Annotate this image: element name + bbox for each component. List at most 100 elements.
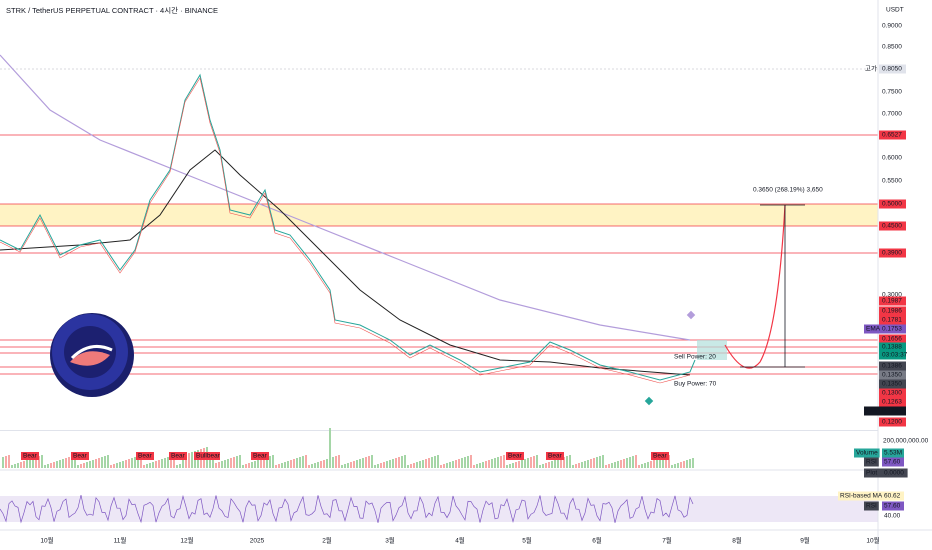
volume-bar bbox=[527, 458, 529, 468]
volume-bar bbox=[47, 464, 49, 468]
volume-bar bbox=[269, 456, 271, 468]
volume-bar bbox=[467, 456, 469, 468]
volume-bar bbox=[560, 458, 562, 468]
volume-bar bbox=[305, 455, 307, 468]
volume-bar bbox=[590, 459, 592, 468]
volume-bar bbox=[173, 455, 175, 468]
volume-bar bbox=[500, 456, 502, 468]
volume-bar bbox=[530, 457, 532, 468]
bear-label: Bear bbox=[653, 453, 668, 460]
volume-bar bbox=[506, 465, 508, 468]
volume-bar bbox=[470, 455, 472, 468]
volume-bars bbox=[2, 428, 694, 468]
volume-bar bbox=[362, 458, 364, 468]
volume-bar bbox=[491, 459, 493, 468]
price-label: 0.1350 bbox=[882, 372, 902, 379]
price-label: 0.1388 bbox=[882, 344, 902, 351]
volume-bar bbox=[260, 459, 262, 468]
volume-bar bbox=[380, 463, 382, 468]
symbol-title: STRK / TetherUS PERPETUAL CONTRACT · 4시간… bbox=[6, 5, 218, 15]
volume-bar bbox=[308, 465, 310, 468]
volume-bar bbox=[329, 428, 331, 468]
volume-bar bbox=[680, 462, 682, 468]
time-label: 5월 bbox=[522, 536, 532, 545]
bear-label: Bear bbox=[23, 453, 38, 460]
volume-bar bbox=[245, 464, 247, 468]
volume-bar bbox=[626, 458, 628, 468]
volume-bar bbox=[392, 459, 394, 468]
volume-bar bbox=[14, 464, 16, 468]
volume-bar bbox=[428, 458, 430, 468]
volume-bar bbox=[68, 457, 70, 468]
indicator-badge bbox=[882, 501, 904, 511]
price-label: 0.1781 bbox=[882, 317, 902, 324]
volume-bar bbox=[53, 462, 55, 468]
bear-badge bbox=[71, 452, 89, 460]
volume-bar bbox=[578, 463, 580, 468]
volume-bar bbox=[410, 464, 412, 468]
volume-bar bbox=[665, 456, 667, 468]
price-label: 0.6527 bbox=[882, 132, 902, 139]
ema-tag: EMA bbox=[866, 408, 881, 415]
bear-label: Bear bbox=[253, 453, 268, 460]
price-wicks bbox=[0, 77, 691, 384]
price-badge bbox=[879, 350, 906, 360]
indicator-label: Volume bbox=[856, 450, 878, 457]
volume-bar bbox=[668, 455, 670, 468]
price-badge bbox=[879, 406, 906, 416]
volume-bar bbox=[368, 456, 370, 468]
price-badge bbox=[879, 306, 906, 316]
volume-bar bbox=[248, 463, 250, 468]
ema-badge bbox=[864, 406, 879, 416]
volume-bar bbox=[176, 465, 178, 468]
indicator-label: Plot bbox=[866, 470, 877, 477]
volume-bar bbox=[614, 462, 616, 468]
price-label: 0.8500 bbox=[882, 44, 902, 51]
price-badge bbox=[879, 361, 906, 371]
volume-bar bbox=[671, 465, 673, 468]
price-label: 0.1237 bbox=[882, 408, 902, 415]
ema-badge bbox=[864, 324, 879, 334]
bear-badge bbox=[506, 452, 524, 460]
volume-bar bbox=[110, 465, 112, 468]
volume-bar bbox=[554, 460, 556, 468]
bear-label: Bear bbox=[508, 453, 523, 460]
indicator-label: 40.00 bbox=[884, 513, 901, 520]
volume-bar bbox=[635, 455, 637, 468]
volume-bar bbox=[398, 457, 400, 468]
volume-bar bbox=[227, 459, 229, 468]
price-label: 0.1263 bbox=[882, 399, 902, 406]
volume-bar bbox=[479, 463, 481, 468]
volume-bar bbox=[677, 463, 679, 468]
volume-bar bbox=[257, 460, 259, 468]
price-line bbox=[0, 73, 696, 381]
volume-bar bbox=[641, 464, 643, 468]
volume-bar bbox=[413, 463, 415, 468]
volume-bar bbox=[512, 463, 514, 468]
volume-bar bbox=[113, 464, 115, 468]
price-badge bbox=[879, 296, 906, 306]
indicator-badge bbox=[854, 448, 880, 458]
price-badge bbox=[879, 64, 906, 74]
volume-bar bbox=[92, 460, 94, 468]
time-label: 3월 bbox=[385, 536, 395, 545]
volume-bar bbox=[38, 456, 40, 468]
volume-bar bbox=[563, 457, 565, 468]
volume-bar bbox=[20, 462, 22, 468]
volume-bar bbox=[320, 461, 322, 468]
volume-bar bbox=[296, 458, 298, 468]
volume-bar bbox=[401, 456, 403, 468]
indicator-badge bbox=[838, 491, 886, 501]
price-label: 0.7500 bbox=[882, 89, 902, 96]
price-badge bbox=[879, 417, 906, 427]
volume-bar bbox=[230, 458, 232, 468]
bear-badge bbox=[546, 452, 564, 460]
volume-bar bbox=[632, 456, 634, 468]
volume-bar bbox=[419, 461, 421, 468]
volume-bar bbox=[389, 460, 391, 468]
volume-bar bbox=[494, 458, 496, 468]
volume-bar bbox=[56, 461, 58, 468]
indicator-badge bbox=[864, 468, 883, 478]
volume-bar bbox=[191, 452, 193, 468]
volume-bar bbox=[596, 457, 598, 468]
